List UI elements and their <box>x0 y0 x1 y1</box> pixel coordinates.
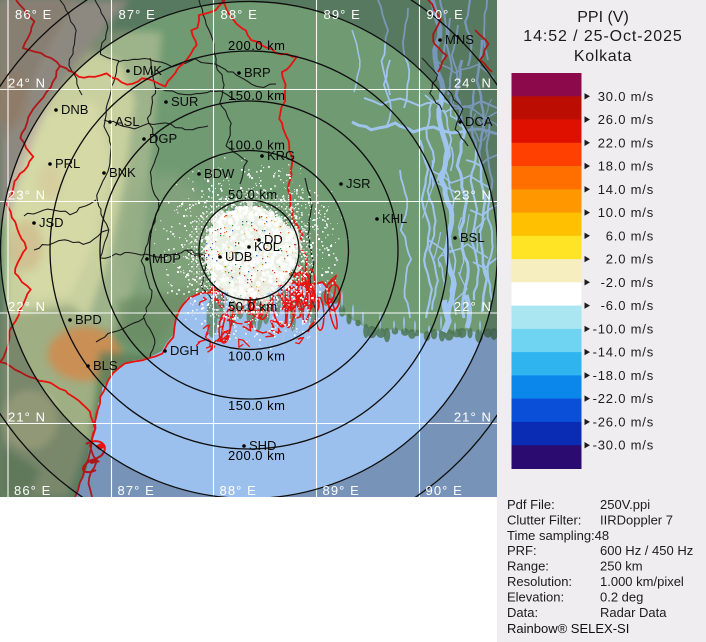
svg-text:Kolkata: Kolkata <box>574 48 632 65</box>
svg-text:50.0 km: 50.0 km <box>228 299 278 314</box>
svg-text:PRF:: PRF: <box>507 543 537 558</box>
svg-text:150.0 km: 150.0 km <box>228 398 285 413</box>
svg-text:DGH: DGH <box>170 343 199 358</box>
svg-text:-6.0 m/s: -6.0 m/s <box>601 298 654 313</box>
svg-text:21° N: 21° N <box>8 410 46 425</box>
svg-text:90° E: 90° E <box>427 7 464 22</box>
svg-text:10.0 m/s: 10.0 m/s <box>598 205 654 220</box>
svg-text:Elevation:: Elevation: <box>507 589 564 604</box>
svg-text:30.0 m/s: 30.0 m/s <box>598 89 654 104</box>
svg-text:PPI (V): PPI (V) <box>577 9 629 26</box>
svg-text:ASL: ASL <box>115 114 140 129</box>
svg-text:KOL: KOL <box>254 239 280 254</box>
svg-text:-14.0 m/s: -14.0 m/s <box>593 345 654 360</box>
svg-text:Radar Data: Radar Data <box>600 605 667 620</box>
svg-text:24° N: 24° N <box>8 76 46 91</box>
svg-text:-18.0 m/s: -18.0 m/s <box>593 368 654 383</box>
svg-text:DNB: DNB <box>61 102 88 117</box>
svg-text:SUR: SUR <box>171 94 198 109</box>
svg-text:SHD: SHD <box>249 438 276 453</box>
svg-text:6.0 m/s: 6.0 m/s <box>606 228 654 243</box>
svg-text:BPD: BPD <box>75 312 102 327</box>
svg-text:BNK: BNK <box>109 165 136 180</box>
svg-text:18.0 m/s: 18.0 m/s <box>598 159 654 174</box>
svg-text:200.0 km: 200.0 km <box>228 448 285 463</box>
svg-text:22° N: 22° N <box>454 299 492 314</box>
svg-text:88° E: 88° E <box>220 483 257 498</box>
svg-text:22.0 m/s: 22.0 m/s <box>598 135 654 150</box>
svg-text:Time sampling:48: Time sampling:48 <box>507 528 609 543</box>
svg-text:150.0 km: 150.0 km <box>228 88 285 103</box>
svg-text:-22.0 m/s: -22.0 m/s <box>593 391 654 406</box>
svg-text:100.0 km: 100.0 km <box>228 349 285 364</box>
svg-text:DD: DD <box>264 232 283 247</box>
svg-text:23° N: 23° N <box>8 188 46 203</box>
svg-text:DGP: DGP <box>149 131 177 146</box>
svg-text:24° N: 24° N <box>454 76 492 91</box>
svg-text:200.0 km: 200.0 km <box>228 38 285 53</box>
svg-text:-26.0 m/s: -26.0 m/s <box>593 414 654 429</box>
svg-text:Resolution:: Resolution: <box>507 574 572 589</box>
svg-text:90° E: 90° E <box>426 483 463 498</box>
svg-text:UDB: UDB <box>225 249 252 264</box>
svg-text:50.0 km: 50.0 km <box>228 187 278 202</box>
svg-text:JSD: JSD <box>39 215 64 230</box>
svg-text:MDP: MDP <box>152 251 181 266</box>
svg-text:-10.0 m/s: -10.0 m/s <box>593 321 654 336</box>
svg-text:14:52 / 25-Oct-2025: 14:52 / 25-Oct-2025 <box>523 28 682 45</box>
svg-text:89° E: 89° E <box>324 7 361 22</box>
svg-text:14.0 m/s: 14.0 m/s <box>598 182 654 197</box>
svg-text:Pdf File:: Pdf File: <box>507 497 555 512</box>
svg-text:600 Hz / 450 Hz: 600 Hz / 450 Hz <box>600 543 693 558</box>
svg-text:MNS: MNS <box>445 32 474 47</box>
svg-text:250 km: 250 km <box>600 559 643 574</box>
svg-text:21° N: 21° N <box>454 410 492 425</box>
svg-text:DMK: DMK <box>133 63 162 78</box>
svg-text:BLS: BLS <box>93 358 118 373</box>
svg-text:87° E: 87° E <box>119 7 156 22</box>
svg-text:86° E: 86° E <box>15 7 52 22</box>
svg-text:22° N: 22° N <box>8 299 46 314</box>
svg-text:PRL: PRL <box>55 156 80 171</box>
svg-text:DCA: DCA <box>465 114 493 129</box>
svg-text:BSL: BSL <box>460 230 485 245</box>
svg-text:Rainbow® SELEX-SI: Rainbow® SELEX-SI <box>507 621 629 636</box>
svg-text:JSR: JSR <box>346 176 371 191</box>
svg-text:KHL: KHL <box>382 211 407 226</box>
svg-text:Clutter Filter:: Clutter Filter: <box>507 512 581 527</box>
svg-text:-30.0 m/s: -30.0 m/s <box>593 438 654 453</box>
svg-text:26.0 m/s: 26.0 m/s <box>598 112 654 127</box>
svg-text:Data:: Data: <box>507 605 538 620</box>
svg-text:Range:: Range: <box>507 559 549 574</box>
svg-text:2.0 m/s: 2.0 m/s <box>606 252 654 267</box>
svg-text:0.2 deg: 0.2 deg <box>600 589 643 604</box>
svg-text:250V.ppi: 250V.ppi <box>600 497 650 512</box>
svg-text:86° E: 86° E <box>14 483 51 498</box>
svg-text:87° E: 87° E <box>118 483 155 498</box>
svg-text:23° N: 23° N <box>454 188 492 203</box>
svg-text:KRG: KRG <box>267 148 295 163</box>
svg-text:-2.0 m/s: -2.0 m/s <box>601 275 654 290</box>
svg-text:89° E: 89° E <box>323 483 360 498</box>
svg-text:1.000 km/pixel: 1.000 km/pixel <box>600 574 684 589</box>
svg-text:88° E: 88° E <box>221 7 258 22</box>
svg-text:BRP: BRP <box>244 65 271 80</box>
svg-text:100.0 km: 100.0 km <box>228 138 285 153</box>
svg-text:BDW: BDW <box>204 166 235 181</box>
svg-text:IIRDoppler 7: IIRDoppler 7 <box>600 512 673 527</box>
